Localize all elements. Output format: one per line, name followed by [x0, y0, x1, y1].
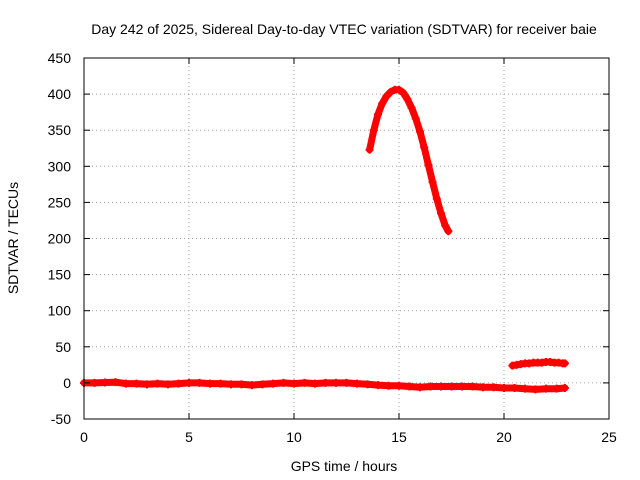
data-point — [382, 92, 391, 101]
data-point — [405, 382, 414, 391]
data-point — [444, 227, 453, 236]
y-tick-label: 300 — [48, 158, 72, 174]
data-point — [560, 359, 569, 368]
data-point — [420, 143, 429, 152]
data-point — [290, 379, 298, 388]
data-point — [111, 378, 120, 387]
data-point — [369, 126, 378, 135]
data-point — [332, 378, 340, 387]
data-point — [153, 379, 162, 388]
data-point — [227, 380, 235, 389]
data-point — [311, 379, 319, 388]
x-tick-label: 20 — [496, 429, 512, 445]
data-point — [521, 384, 529, 393]
x-axis-label: GPS time / hours — [291, 458, 398, 474]
x-tick-label: 15 — [391, 429, 407, 445]
data-point — [403, 95, 412, 104]
data-point — [489, 383, 498, 392]
data-point — [365, 145, 374, 154]
data-point — [416, 383, 424, 392]
data-point — [447, 382, 456, 391]
data-point — [426, 382, 435, 391]
data-point — [378, 99, 387, 108]
data-point — [132, 379, 141, 388]
data-point — [407, 103, 416, 112]
series-peak — [365, 85, 453, 236]
data-point — [458, 382, 466, 391]
data-point — [552, 384, 561, 393]
series-baseline — [80, 378, 569, 394]
data-point — [185, 378, 193, 387]
y-tick-label: 150 — [48, 267, 72, 283]
x-tick-label: 5 — [185, 429, 193, 445]
data-point — [395, 381, 403, 390]
data-point — [479, 383, 487, 392]
data-point — [300, 378, 309, 387]
data-point — [468, 382, 477, 391]
data-point — [269, 379, 277, 388]
data-point — [122, 379, 130, 388]
data-point — [386, 87, 395, 96]
chart-title: Day 242 of 2025, Sidereal Day-to-day VTE… — [91, 21, 597, 37]
y-tick-label: 400 — [48, 86, 72, 102]
data-point — [258, 380, 267, 389]
y-tick-label: 100 — [48, 303, 72, 319]
series-late — [508, 357, 569, 370]
data-point — [216, 379, 225, 388]
data-point — [416, 127, 424, 136]
data-point — [143, 380, 151, 389]
data-point — [510, 383, 519, 392]
y-tick-label: 50 — [55, 339, 71, 355]
x-tick-label: 0 — [80, 429, 88, 445]
data-point — [437, 209, 445, 218]
data-point — [531, 385, 540, 394]
y-tick-label: 250 — [48, 194, 72, 210]
data-point — [164, 380, 172, 389]
y-tick-label: 350 — [48, 122, 72, 138]
data-point — [399, 88, 408, 97]
data-point — [321, 378, 330, 387]
series-trace — [366, 86, 452, 235]
data-point — [237, 380, 246, 389]
data-point — [353, 379, 361, 388]
y-tick-label: 0 — [63, 375, 71, 391]
data-point — [437, 382, 445, 391]
data-point — [560, 383, 569, 392]
data-point — [101, 378, 109, 387]
data-point — [441, 221, 450, 230]
data-point — [411, 114, 420, 123]
grid-lines — [84, 58, 609, 419]
data-point — [363, 380, 372, 389]
data-point — [90, 378, 99, 387]
y-tick-label: -50 — [51, 411, 71, 427]
data-point — [500, 383, 508, 392]
data-series — [80, 85, 569, 394]
data-point — [195, 378, 204, 387]
y-axis-label: SDTVAR / TECUs — [5, 182, 21, 294]
data-point — [279, 378, 288, 387]
data-point — [542, 384, 550, 393]
data-point — [428, 178, 437, 187]
data-point — [342, 378, 351, 387]
data-point — [384, 381, 393, 390]
data-point — [206, 379, 214, 388]
y-tick-label: 450 — [48, 50, 72, 66]
data-point — [374, 110, 382, 119]
y-tick-label: 200 — [48, 231, 72, 247]
x-tick-label: 10 — [286, 429, 302, 445]
data-point — [424, 160, 433, 169]
data-point — [248, 381, 256, 390]
data-point — [174, 379, 183, 388]
data-point — [395, 85, 403, 94]
axis-ticks: 0 5 10 15 20 25 -50 0 50 100 150 200 250 300 350 400 450 — [48, 50, 617, 445]
x-tick-label: 25 — [601, 429, 617, 445]
data-point — [374, 381, 382, 390]
data-point — [432, 194, 441, 203]
